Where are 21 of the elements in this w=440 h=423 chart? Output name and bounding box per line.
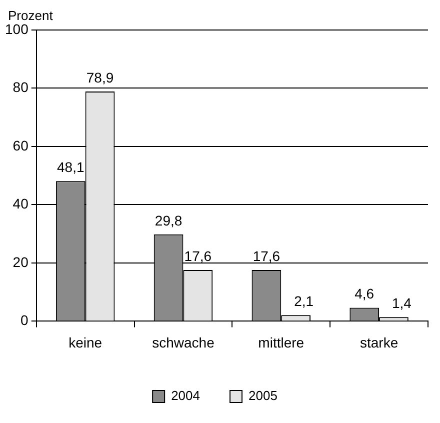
legend-label: 2004 [171,388,200,404]
x-tick-label: starke [360,334,398,350]
data-label: 17,6 [184,248,212,264]
x-tick-label: mittlere [258,334,304,350]
data-label: 1,4 [392,294,412,311]
y-tick-label: 60 [12,137,29,154]
y-tick-label: 80 [12,79,29,96]
legend-label: 2005 [248,388,278,404]
y-tick-label: 20 [12,254,29,270]
data-label: 78,9 [86,69,114,86]
data-label: 2,1 [294,292,314,309]
data-label: 17,6 [252,248,280,264]
data-label: 48,1 [57,158,84,175]
data-label: 4,6 [354,286,374,302]
y-axis-title: Prozent [8,8,54,24]
data-label: 29,8 [154,212,182,228]
y-tick-label: 0 [20,312,29,328]
x-tick-label: schwache [152,334,215,350]
y-tick-label: 40 [12,196,29,212]
x-tick-label: keine [68,334,102,350]
y-tick-label: 100 [5,20,29,37]
